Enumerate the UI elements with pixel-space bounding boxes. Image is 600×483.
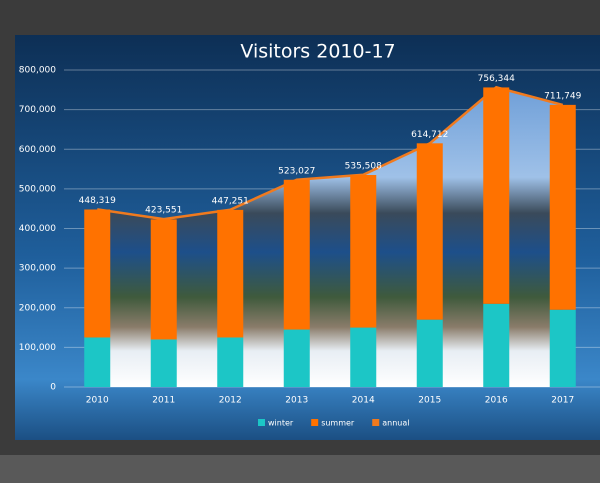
bar-segment [283,179,310,330]
y-tick-label: 800,000 [19,66,56,76]
x-tick-label: 2011 [152,396,175,406]
data-label: 447,251 [212,196,249,206]
data-label: 711,749 [544,91,581,101]
x-tick-label: 2010 [86,396,109,406]
x-tick-label: 2014 [352,396,375,406]
bar-segment [283,329,310,387]
bar-segment [549,104,576,310]
y-tick-label: 600,000 [19,145,56,155]
bar-segment [549,309,576,387]
y-tick-label: 200,000 [19,303,56,313]
data-label: 423,551 [145,206,182,216]
legend-swatch [372,419,380,426]
legend-swatch [311,419,319,426]
data-label: 523,027 [278,166,315,176]
bar-segment [350,327,377,387]
y-tick-label: 500,000 [19,184,56,194]
status-strip [0,455,600,483]
y-tick-label: 0 [50,383,56,393]
bar-segment [84,209,111,338]
plot: 0 100,000 200,000 300,000 400,000 500,000 600,… [19,66,600,406]
bar-segment [416,143,443,320]
chart-title: Visitors 2010-17 [240,41,395,63]
y-tick-label: 100,000 [19,343,56,353]
data-label: 535,508 [345,161,382,171]
x-tick-label: 2016 [485,396,508,406]
x-tick-label: 2013 [285,396,308,406]
x-tick-label: 2012 [219,396,242,406]
y-tick-label: 700,000 [19,105,56,115]
bar-segment [416,319,443,387]
bar-segment [150,219,177,340]
bar-segment [483,87,510,304]
bar-segment [150,339,177,387]
data-label: 614,712 [411,130,448,140]
x-tick-label: 2017 [551,396,574,406]
legend-label: winter [268,419,294,428]
legend: winter summer annual [258,419,409,428]
data-label: 448,319 [79,196,116,206]
legend-label: summer [321,419,355,428]
bar-segment [483,303,510,387]
bar-segment [350,175,377,328]
area [97,87,563,387]
legend-label: annual [382,419,409,428]
bar-segment [217,337,244,387]
y-tick-label: 400,000 [19,224,56,234]
x-tick-label: 2015 [418,396,441,406]
y-tick-label: 300,000 [19,264,56,274]
legend-swatch [258,419,265,426]
bar-segment [84,337,111,387]
bar-segment [217,209,244,338]
data-label: 756,344 [478,74,515,84]
